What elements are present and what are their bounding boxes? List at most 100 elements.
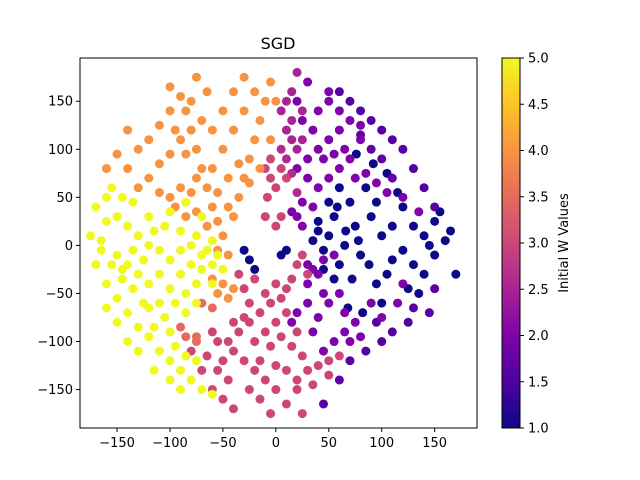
scatter-point (324, 96, 334, 106)
scatter-point (329, 337, 339, 347)
scatter-points (86, 67, 461, 419)
scatter-point (345, 115, 355, 125)
x-tick-label: −150 (99, 436, 135, 451)
scatter-point (324, 370, 334, 380)
scatter-point (239, 72, 249, 82)
scatter-point (223, 250, 233, 260)
scatter-point (250, 337, 260, 347)
x-tick-label: −50 (209, 436, 236, 451)
scatter-point (176, 91, 186, 101)
scatter-point (117, 274, 127, 284)
scatter-point (229, 404, 239, 414)
scatter-point (292, 375, 302, 385)
scatter-point (149, 226, 159, 236)
scatter-point (356, 332, 366, 342)
scatter-point (139, 255, 149, 265)
scatter-point (101, 192, 111, 202)
scatter-point (308, 236, 318, 246)
scatter-point (250, 274, 260, 284)
scatter-point (271, 221, 281, 231)
scatter-point (144, 212, 154, 222)
scatter-point (371, 178, 381, 188)
scatter-point (377, 125, 387, 135)
scatter-point (144, 303, 154, 313)
scatter-point (229, 346, 239, 356)
scatter-point (281, 173, 291, 183)
scatter-point (165, 106, 175, 116)
scatter-point (424, 240, 434, 250)
scatter-point (144, 279, 154, 289)
scatter-point (334, 183, 344, 193)
scatter-point (292, 260, 302, 270)
scatter-point (292, 67, 302, 77)
scatter-point (281, 284, 291, 294)
scatter-point (281, 308, 291, 318)
scatter-point (341, 226, 351, 236)
scatter-point (332, 202, 342, 212)
scatter-point (117, 264, 127, 274)
scatter-point (451, 269, 461, 279)
colorbar (502, 58, 520, 428)
scatter-point (133, 231, 143, 241)
scatter-point (123, 308, 133, 318)
colorbar-tick-label: 3.0 (528, 237, 549, 252)
scatter-point (393, 298, 403, 308)
scatter-point (371, 197, 381, 207)
scatter-point (207, 303, 217, 313)
scatter-point (202, 183, 212, 193)
y-tick-label: 50 (56, 191, 73, 206)
scatter-point (123, 221, 133, 231)
scatter-point (218, 394, 228, 404)
scatter-point (234, 269, 244, 279)
scatter-point (123, 337, 133, 347)
scatter-point (176, 365, 186, 375)
scatter-point (398, 245, 408, 255)
scatter-point (197, 212, 207, 222)
scatter-point (297, 135, 307, 145)
scatter-point (250, 87, 260, 97)
scatter-point (176, 385, 186, 395)
colorbar-tick-label: 2.5 (528, 283, 549, 298)
scatter-point (382, 188, 392, 198)
scatter-point (281, 399, 291, 409)
chart-title: SGD (261, 34, 296, 53)
scatter-point (271, 385, 281, 395)
scatter-point (313, 269, 323, 279)
scatter-point (398, 279, 408, 289)
scatter-point (96, 245, 106, 255)
scatter-point (377, 298, 387, 308)
scatter-point (281, 96, 291, 106)
scatter-point (223, 293, 233, 303)
scatter-point (271, 96, 281, 106)
scatter-point (318, 288, 328, 298)
scatter-point (96, 236, 106, 246)
scatter-point (271, 279, 281, 289)
x-tick-label: 50 (321, 436, 338, 451)
scatter-point (408, 260, 418, 270)
scatter-point (334, 164, 344, 174)
scatter-point (356, 250, 366, 260)
scatter-point (353, 236, 363, 246)
scatter-point (347, 274, 357, 284)
scatter-point (112, 317, 122, 327)
scatter-point (430, 250, 440, 260)
scatter-point (101, 303, 111, 313)
scatter-point (303, 365, 313, 375)
scatter-point (128, 245, 138, 255)
scatter-point (266, 135, 276, 145)
scatter-point (197, 164, 207, 174)
scatter-point (318, 255, 328, 265)
scatter-point (234, 159, 244, 169)
scatter-point (133, 183, 143, 193)
scatter-point (197, 365, 207, 375)
scatter-point (308, 202, 318, 212)
scatter-point (297, 106, 307, 116)
scatter-point (262, 192, 272, 202)
scatter-point (377, 337, 387, 347)
scatter-point (292, 327, 302, 337)
scatter-point (176, 322, 186, 332)
scatter-point (340, 144, 350, 154)
scatter-point (398, 192, 408, 202)
scatter-point (165, 149, 175, 159)
scatter-point (364, 260, 374, 270)
